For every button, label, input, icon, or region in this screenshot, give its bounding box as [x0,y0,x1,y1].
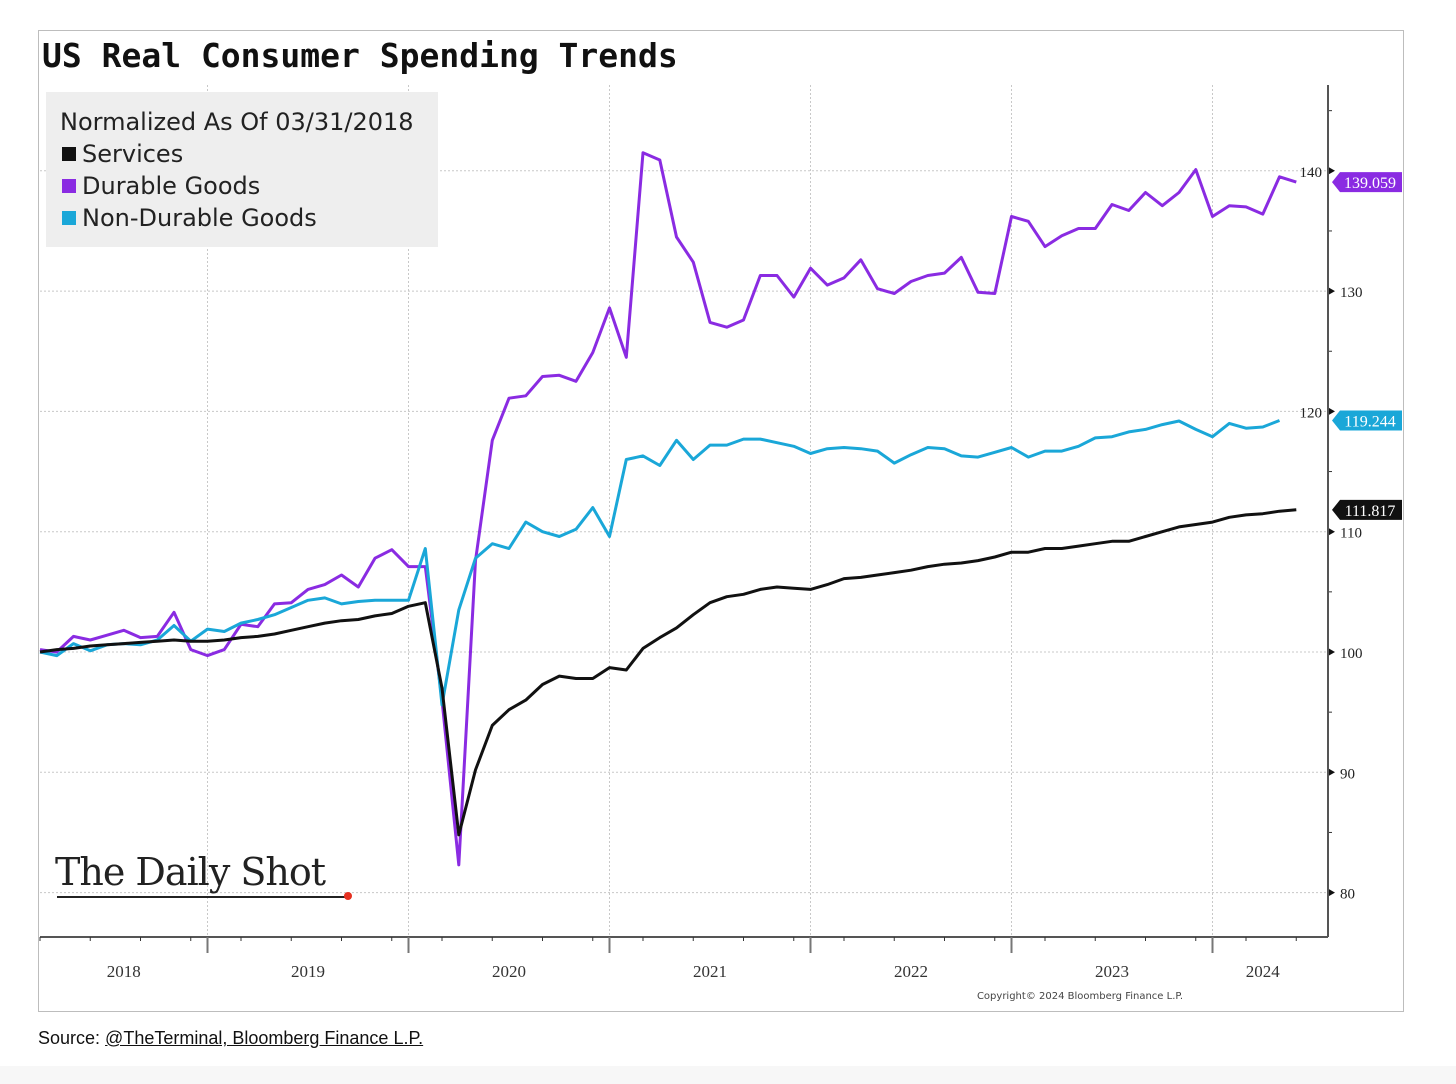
year-label: 2018 [107,962,141,981]
source-link[interactable]: @TheTerminal, Bloomberg Finance L.P. [105,1028,424,1048]
tag-shape [1332,410,1402,431]
tag-shape [1332,172,1402,193]
year-label: 2023 [1095,962,1129,981]
last-value-tag: 119.244 [1332,410,1402,431]
tag-value: 111.817 [1345,503,1396,520]
legend-header: Normalized As Of 03/31/2018 [60,108,414,136]
bottom-strip [0,1066,1456,1084]
chart-title: US Real Consumer Spending Trends [42,36,678,75]
last-value-tag: 111.817 [1332,499,1402,520]
legend-item-durable-goods: Durable Goods [62,172,260,200]
y-tick-label: 100 [1340,646,1363,662]
legend-item-services: Services [62,140,183,168]
series-line-services [39,508,1297,837]
last-value-tag: 139.059 [1332,172,1402,193]
legend-swatch [62,147,76,161]
y-tick-label: 80 [1340,887,1355,903]
tag-value: 119.244 [1344,413,1395,430]
y-tick-label: 110 [1340,526,1362,542]
legend-item-non-durable-goods: Non-Durable Goods [62,204,317,232]
legend-swatch [62,179,76,193]
logo-dot [344,892,352,900]
source-prefix: Source: [38,1028,106,1048]
y-tick-label: 140 [1300,165,1323,181]
daily-shot-logo: The Daily Shot [55,850,352,900]
legend: Normalized As Of 03/31/2018 Services Dur… [46,92,438,247]
copyright-text: Copyright© 2024 Bloomberg Finance L.P. [977,991,1183,1002]
year-label: 2021 [693,962,727,981]
y-tick [1328,527,1335,536]
logo-underline [57,896,349,898]
legend-swatch [62,211,76,225]
legend-label: Services [82,140,184,168]
source-line: Source: @TheTerminal, Bloomberg Finance … [38,1028,423,1049]
y-tick [1328,768,1335,777]
year-label: 2019 [291,962,325,981]
year-label: 2022 [894,962,928,981]
series-line-durable-goods [39,151,1297,867]
year-label: 2024 [1246,962,1281,981]
year-label: 2020 [492,962,526,981]
y-tick [1328,166,1335,175]
y-tick [1328,648,1335,656]
series-line-non-durable-goods [39,419,1281,707]
y-tick [1328,407,1335,416]
tag-shape [1332,499,1402,520]
y-tick [1328,287,1335,296]
y-tick-label: 90 [1340,766,1355,782]
chart-frame [38,30,1404,1012]
y-tick-label: 130 [1340,285,1363,301]
legend-label: Non-Durable Goods [82,204,317,232]
legend-label: Durable Goods [82,172,261,200]
y-tick [1328,888,1335,897]
tag-value: 139.059 [1344,175,1396,192]
y-tick-label: 120 [1300,405,1323,421]
logo-text: The Daily Shot [55,850,326,894]
